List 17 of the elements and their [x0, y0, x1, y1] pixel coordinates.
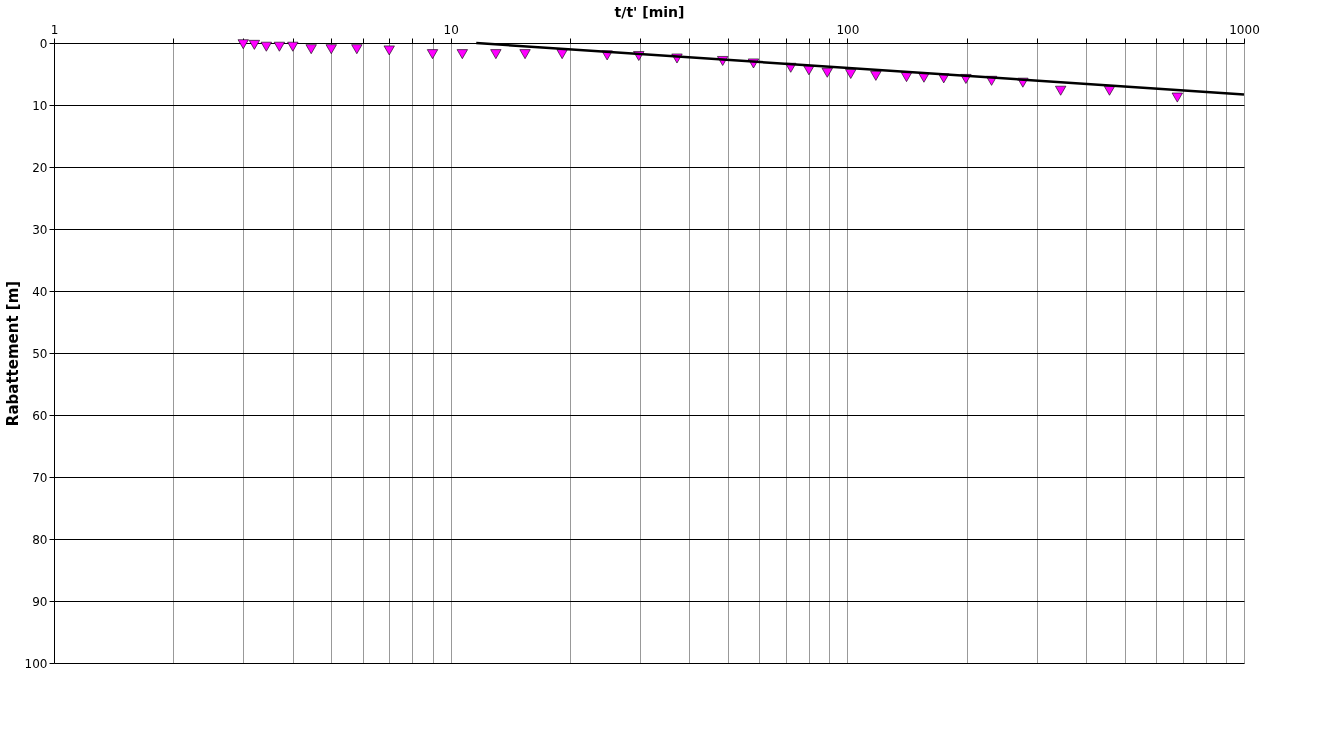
x-axis-title: t/t' [min]	[614, 3, 685, 20]
y-tick-label: 100	[24, 656, 48, 671]
y-tick-label: 40	[32, 284, 48, 299]
y-tick-label: 0	[39, 36, 48, 51]
y-tick-label: 90	[32, 594, 48, 609]
y-tick-label: 60	[32, 408, 48, 423]
y-tick-label: 80	[32, 532, 48, 547]
y-tick-label: 10	[32, 98, 48, 113]
y-axis-title: Rabattement [m]	[3, 280, 22, 427]
y-tick-label: 70	[32, 470, 48, 485]
x-tick-label: 1000	[1229, 22, 1260, 37]
x-tick-label: 10	[443, 22, 459, 37]
y-tick-label: 50	[32, 346, 48, 361]
y-tick-label: 20	[32, 160, 48, 175]
x-tick-label: 100	[836, 22, 860, 37]
x-tick-label: 1	[50, 22, 59, 37]
y-tick-label: 30	[32, 222, 48, 237]
